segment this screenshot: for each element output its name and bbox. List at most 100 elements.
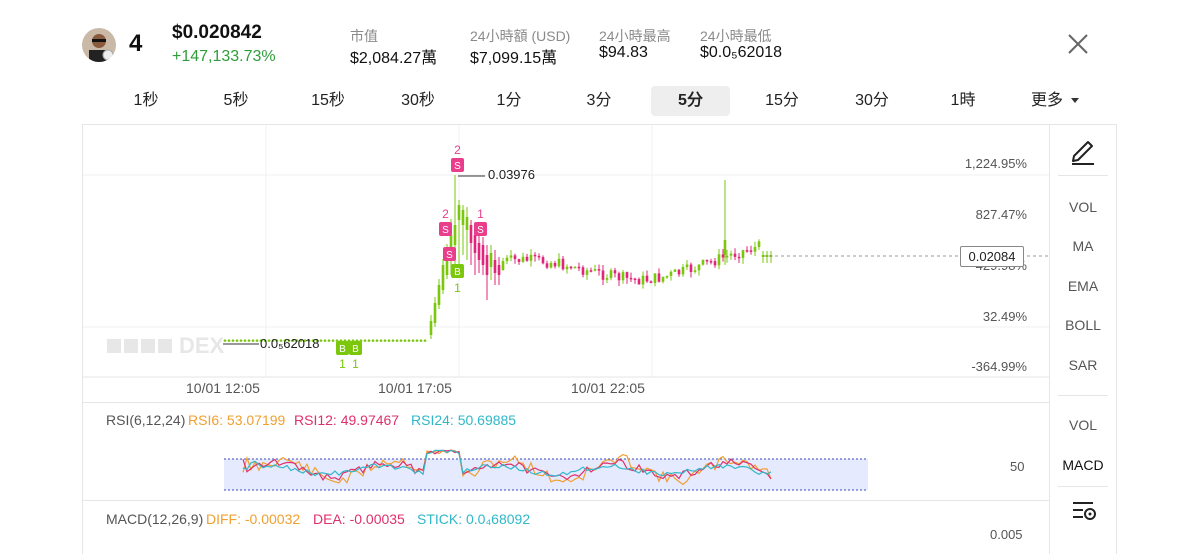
candle-body [379,340,383,342]
candle-body [673,269,677,272]
volume-24h-value: $7,099.15萬 [470,50,558,67]
candle-body [641,275,645,285]
rsi-chart[interactable] [83,430,1049,500]
indicator-settings-button[interactable] [1070,498,1098,524]
candle-body [339,340,343,342]
candle-body [335,340,339,342]
candle-body [461,210,465,225]
indicator-vol[interactable]: VOL [1068,417,1097,433]
candle-body [399,340,403,342]
candle-body [573,266,577,269]
candle-body [661,276,665,282]
rsi-level-label: 50 [1010,459,1025,474]
candle-body [243,340,247,342]
pct-level-1: 1,224.95% [964,156,1027,171]
candle-body [569,266,573,269]
candle-body [411,340,415,342]
sell-marker-count: 2 [454,143,461,157]
timeframe-1h[interactable]: 1時 [950,92,976,109]
indicator-macd[interactable]: MACD [1062,457,1104,473]
candle-body [371,340,375,342]
timeframe-3m[interactable]: 3分 [586,92,612,109]
token-price: $0.020842 [172,22,262,43]
candle-body [645,275,649,282]
buy-marker[interactable]: B 1 [336,341,349,371]
candle-body [509,255,513,258]
candle-body [279,340,283,342]
close-button[interactable] [1064,30,1092,58]
low-price-label: 0.0₅62018 [260,336,320,351]
candle-body [665,275,669,278]
timeframe-15m[interactable]: 15分 [765,92,799,109]
timeframe-30m[interactable]: 30分 [855,92,889,109]
macd-label: MACD(12,26,9) [106,511,204,527]
chevron-down-icon [1071,98,1079,104]
candle-body [247,340,251,342]
sell-marker[interactable]: S 2 [451,143,464,172]
candle-body [717,254,721,266]
candle-body [367,340,371,342]
candle-body [729,253,733,256]
rsi24-value: RSI24: 50.69885 [411,412,517,428]
candle-body [343,340,347,342]
overlay-ma[interactable]: MA [1072,238,1094,254]
candle-body [701,259,705,265]
candle-body [693,270,697,272]
candle-body [765,255,769,257]
candle-body [737,256,741,259]
candle-body [391,340,395,342]
indicator-settings-icon [1073,502,1096,520]
candle-body [267,340,271,342]
overlay-ema[interactable]: EMA [1067,278,1099,294]
buy-marker-count: 1 [454,281,461,295]
candle-body [299,340,303,342]
time-label-2: 10/01 17:05 [378,380,452,396]
candle-body [685,264,689,268]
candle-body [577,266,581,269]
token-avatar [82,28,116,62]
draw-tool-button[interactable] [1066,136,1100,166]
candle-body [387,340,391,342]
candle-body [681,267,685,275]
candle-body [363,340,367,342]
overlay-sar[interactable]: SAR [1068,357,1098,373]
candle-body [753,247,757,252]
timeframe-1m[interactable]: 1分 [496,92,522,109]
price-chart[interactable]: DEX S 2 S 2 S S 1 B 1 B 1 B 1 [83,125,1049,415]
buy-marker[interactable]: B 1 [349,341,362,371]
buy-marker-count: 1 [352,357,359,371]
timeframe-5m[interactable]: 5分 [651,86,730,116]
candle-body [239,340,243,342]
candle-body [489,253,493,267]
volume-24h-label: 24小時額 (USD) [470,28,571,44]
overlay-vol[interactable]: VOL [1068,199,1097,215]
buy-marker-count: 1 [339,357,346,371]
timeframe-15s[interactable]: 15秒 [311,92,345,109]
sell-marker[interactable]: S 1 [474,207,487,236]
candle-body [351,340,355,342]
overlay-boll[interactable]: BOLL [1065,317,1101,333]
sell-marker-count: 1 [477,207,484,221]
candle-body [307,340,311,342]
candle-body [585,270,589,275]
candle-body [565,266,569,270]
sell-marker[interactable]: S 2 S [439,207,456,261]
candle-body [633,278,637,281]
sell-marker-letter-2: S [446,250,453,261]
candle-body [465,217,469,230]
candle-body [457,205,461,220]
candle-body [251,340,255,342]
pct-level-4: 32.49% [982,309,1027,324]
timeframe-1s[interactable]: 1秒 [133,92,159,109]
candle-body [757,241,761,248]
candle-body [355,340,359,342]
candle-body [549,262,553,268]
low-24h-label: 24小時最低 [700,28,772,44]
rsi6-value: RSI6: 53.07199 [188,412,286,428]
buy-marker[interactable]: B 1 [451,264,464,295]
sidebar-divider [1058,486,1108,487]
timeframe-30s[interactable]: 30秒 [401,92,435,109]
timeframe-5s[interactable]: 5秒 [223,92,249,109]
timeframe-more[interactable]: 更多 [1022,86,1088,116]
candle-body [677,269,681,275]
